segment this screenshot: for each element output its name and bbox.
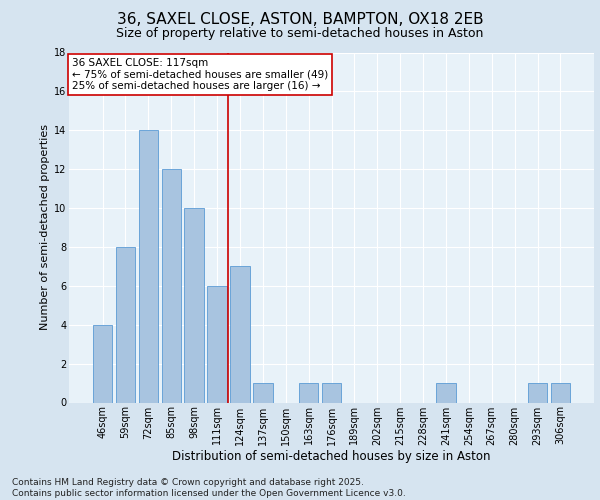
Bar [528,383,547,402]
Bar [208,286,227,403]
Bar [93,324,112,402]
X-axis label: Distribution of semi-detached houses by size in Aston: Distribution of semi-detached houses by … [172,450,491,463]
Bar [139,130,158,402]
Text: 36, SAXEL CLOSE, ASTON, BAMPTON, OX18 2EB: 36, SAXEL CLOSE, ASTON, BAMPTON, OX18 2E… [116,12,484,26]
Bar [184,208,204,402]
Bar [253,383,272,402]
Y-axis label: Number of semi-detached properties: Number of semi-detached properties [40,124,50,330]
Text: 36 SAXEL CLOSE: 117sqm
← 75% of semi-detached houses are smaller (49)
25% of sem: 36 SAXEL CLOSE: 117sqm ← 75% of semi-det… [71,58,328,91]
Text: Contains HM Land Registry data © Crown copyright and database right 2025.
Contai: Contains HM Land Registry data © Crown c… [12,478,406,498]
Bar [161,169,181,402]
Bar [551,383,570,402]
Bar [230,266,250,402]
Bar [116,247,135,402]
Bar [299,383,319,402]
Bar [436,383,455,402]
Bar [322,383,341,402]
Text: Size of property relative to semi-detached houses in Aston: Size of property relative to semi-detach… [116,28,484,40]
